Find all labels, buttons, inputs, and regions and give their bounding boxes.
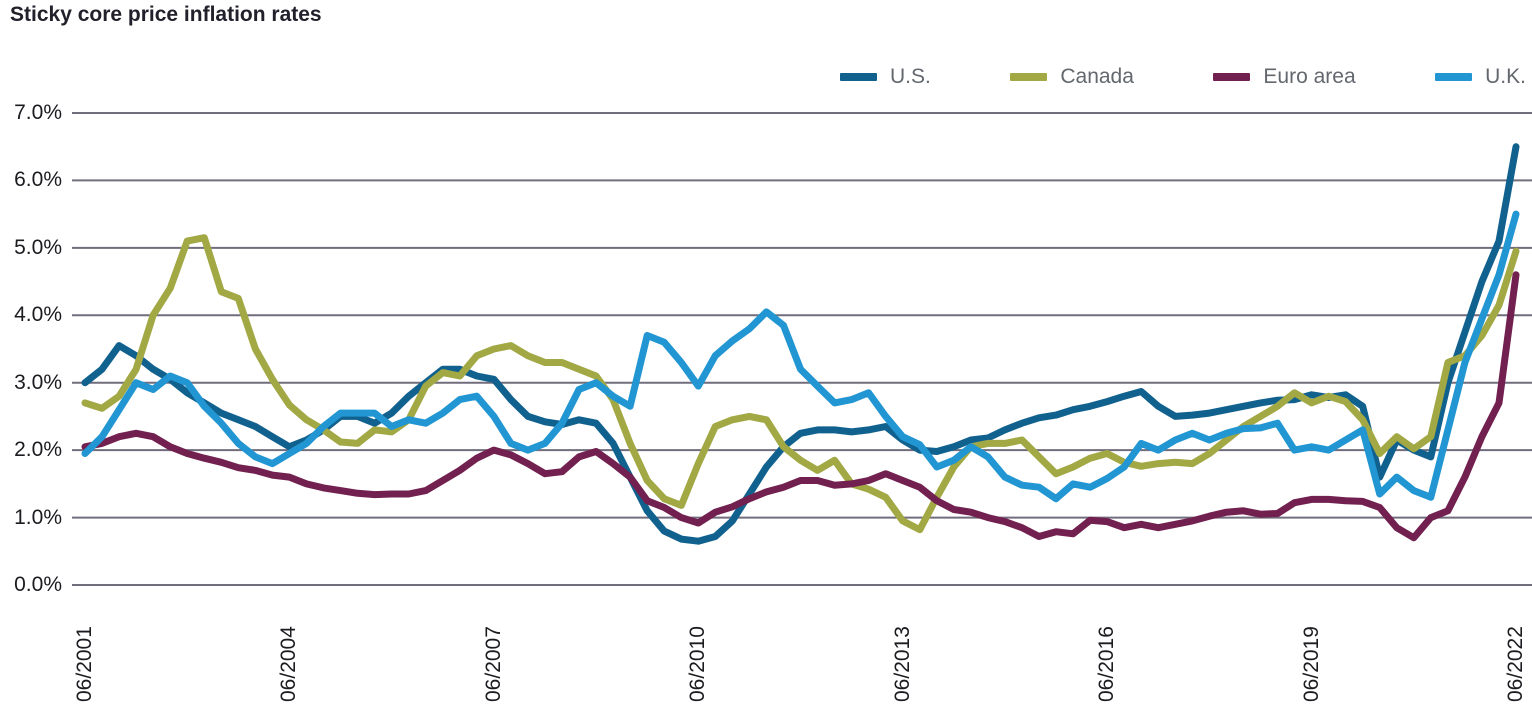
y-tick-label: 1.0% [14, 505, 62, 529]
legend-item-euro-area: Euro area [1213, 65, 1356, 89]
x-tick-label: 06/2019 [1299, 626, 1323, 702]
legend-item-canada: Canada [1010, 65, 1134, 89]
x-tick-label: 06/2007 [481, 626, 505, 702]
x-tick-label: 06/2004 [277, 626, 301, 702]
y-tick-label: 7.0% [14, 100, 62, 124]
legend-label: U.K. [1485, 65, 1526, 88]
chart-title: Sticky core price inflation rates [10, 3, 322, 26]
y-tick-label: 6.0% [14, 168, 62, 192]
legend-swatch [1010, 73, 1048, 81]
legend-label: Canada [1060, 65, 1134, 88]
legend-swatch [840, 73, 877, 81]
y-tick-label: 2.0% [14, 438, 62, 462]
x-tick-label: 06/2013 [890, 626, 914, 702]
series-line-u-k [81, 210, 1520, 503]
y-tick-label: 4.0% [14, 303, 62, 327]
x-tick-label: 06/2001 [73, 626, 96, 702]
legend-item-u-k: U.K. [1435, 65, 1526, 89]
x-tick-label: 06/2022 [1504, 626, 1527, 702]
chart-legend: U.S. Canada Euro area U.K. [840, 64, 1526, 90]
y-tick-label: 5.0% [14, 235, 62, 259]
y-tick-label: 0.0% [14, 573, 62, 596]
series-lines [81, 143, 1520, 545]
x-tick-label: 06/2016 [1095, 626, 1119, 702]
legend-item-u-s: U.S. [840, 65, 931, 89]
series-line-euro-area [81, 271, 1520, 542]
legend-label: U.S. [890, 65, 931, 88]
x-tick-label: 06/2010 [686, 626, 710, 702]
gridlines [72, 111, 1532, 586]
legend-swatch [1213, 73, 1251, 81]
y-tick-label: 3.0% [14, 370, 62, 394]
legend-label: Euro area [1263, 65, 1356, 88]
legend-swatch [1435, 73, 1473, 81]
